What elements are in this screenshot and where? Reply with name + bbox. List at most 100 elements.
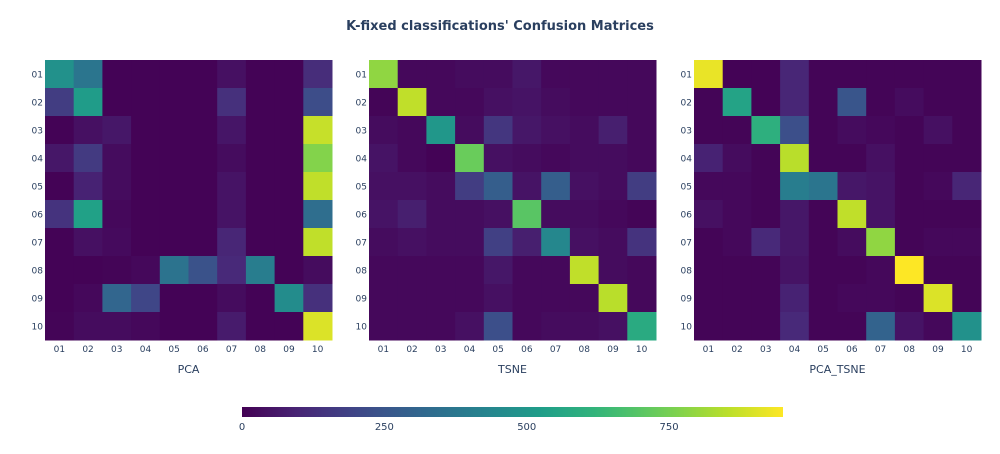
y-tick-label: 06 (681, 211, 693, 221)
y-tick-label: 08 (681, 267, 693, 277)
heatmap-cell-06-06 (837, 200, 867, 229)
heatmap-cell-01-01 (369, 60, 399, 89)
heatmap-cell-01-05 (808, 60, 838, 89)
y-tick-label: 06 (356, 211, 368, 221)
heatmap-cell-09-06 (512, 284, 542, 313)
heatmap-cell-06-08 (245, 200, 276, 229)
heatmap-cell-08-02 (722, 256, 752, 285)
colorbar-tick-label: 750 (660, 422, 679, 433)
heatmap-cell-02-06 (188, 88, 218, 117)
heatmap-cell-09-07 (541, 284, 571, 313)
heatmap-cell-03-07 (866, 116, 896, 145)
heatmap-cell-10-07 (866, 312, 896, 341)
x-tick-label: 07 (550, 345, 561, 355)
heatmap-cell-08-06 (512, 256, 542, 285)
heatmap-cell-04-06 (837, 144, 867, 173)
heatmap-cell-04-05 (159, 144, 189, 173)
heatmap-cell-07-10 (952, 228, 982, 257)
heatmap-cell-07-05 (159, 228, 189, 257)
heatmap-cell-10-01 (45, 312, 75, 341)
heatmap-cell-08-01 (694, 256, 724, 285)
heatmap-cell-09-05 (159, 284, 189, 313)
x-tick-label: 09 (607, 345, 619, 355)
heatmap-cell-09-04 (455, 284, 485, 313)
heatmap-cell-02-05 (159, 88, 189, 117)
heatmap-cell-06-03 (102, 200, 132, 229)
colorbar-tick-label: 500 (517, 422, 536, 433)
heatmap-cell-02-03 (751, 88, 781, 117)
heatmap-cell-06-10 (627, 200, 657, 229)
heatmap-cell-04-03 (751, 144, 781, 173)
heatmap-cell-06-05 (808, 200, 838, 229)
heatmap-cell-04-06 (188, 144, 218, 173)
y-tick-label: 07 (681, 239, 692, 249)
y-tick-label: 09 (32, 295, 44, 305)
colorbar: 0 250 500 750 (239, 407, 783, 433)
heatmap-cell-02-01 (369, 88, 399, 117)
heatmap-cell-04-05 (808, 144, 838, 173)
heatmap-cell-07-09 (923, 228, 953, 257)
heatmap-cell-02-09 (923, 88, 953, 117)
heatmap-cell-01-08 (569, 60, 600, 89)
heatmap-cell-05-07 (541, 172, 571, 201)
x-tick-label: 10 (312, 345, 324, 355)
heatmap-cell-08-07 (866, 256, 896, 285)
heatmap-cell-07-09 (598, 228, 628, 257)
heatmap-cell-01-07 (866, 60, 896, 89)
heatmap-cell-01-02 (722, 60, 752, 89)
heatmap-cell-06-08 (569, 200, 600, 229)
heatmap-cell-01-02 (73, 60, 103, 89)
heatmap-cell-03-02 (73, 116, 103, 145)
heatmap-cell-05-02 (73, 172, 103, 201)
heatmap-cell-04-06 (512, 144, 542, 173)
heatmap-cell-07-04 (455, 228, 485, 257)
heatmap-cell-02-07 (217, 88, 247, 117)
heatmap-cell-05-09 (274, 172, 304, 201)
heatmap-cell-10-07 (217, 312, 247, 341)
heatmap-cell-01-01 (45, 60, 75, 89)
heatmap-cell-05-07 (866, 172, 896, 201)
heatmap-cell-10-06 (512, 312, 542, 341)
heatmap-cell-09-03 (426, 284, 456, 313)
y-tick-label: 05 (681, 183, 692, 193)
heatmap-cell-04-09 (598, 144, 628, 173)
heatmap-cell-01-05 (483, 60, 513, 89)
heatmap-cell-01-03 (426, 60, 456, 89)
heatmap-cell-05-05 (808, 172, 838, 201)
heatmap-cell-01-07 (217, 60, 247, 89)
heatmap-cell-03-01 (45, 116, 75, 145)
heatmap-cell-02-08 (894, 88, 925, 117)
heatmap-cell-08-10 (952, 256, 982, 285)
heatmap-cell-09-04 (131, 284, 161, 313)
heatmap-cell-07-10 (627, 228, 657, 257)
heatmap-cell-04-05 (483, 144, 513, 173)
heatmap-cell-08-05 (159, 256, 189, 285)
heatmap-cell-04-02 (722, 144, 752, 173)
heatmap-cell-01-01 (694, 60, 724, 89)
heatmap-cell-03-10 (952, 116, 982, 145)
heatmap-cell-04-07 (217, 144, 247, 173)
heatmap-cell-02-02 (397, 88, 427, 117)
heatmap-cell-03-01 (694, 116, 724, 145)
heatmap-cell-08-08 (245, 256, 276, 285)
x-tick-label: 06 (521, 345, 533, 355)
heatmap-cell-05-10 (627, 172, 657, 201)
heatmap-cell-10-01 (694, 312, 724, 341)
heatmap-cell-02-06 (512, 88, 542, 117)
heatmap-cell-10-02 (73, 312, 103, 341)
heatmap-cell-04-09 (274, 144, 304, 173)
heatmap-cell-08-01 (369, 256, 399, 285)
y-tick-label: 07 (32, 239, 43, 249)
heatmap-cell-06-04 (455, 200, 485, 229)
heatmap-cell-04-04 (131, 144, 161, 173)
heatmap-cell-10-03 (751, 312, 781, 341)
heatmap-cell-02-10 (952, 88, 982, 117)
heatmap-cell-05-07 (217, 172, 247, 201)
heatmap-cell-01-03 (102, 60, 132, 89)
heatmap-cell-04-02 (397, 144, 427, 173)
heatmap-cell-10-05 (483, 312, 513, 341)
heatmap-cell-02-06 (837, 88, 867, 117)
heatmap-cell-04-02 (73, 144, 103, 173)
